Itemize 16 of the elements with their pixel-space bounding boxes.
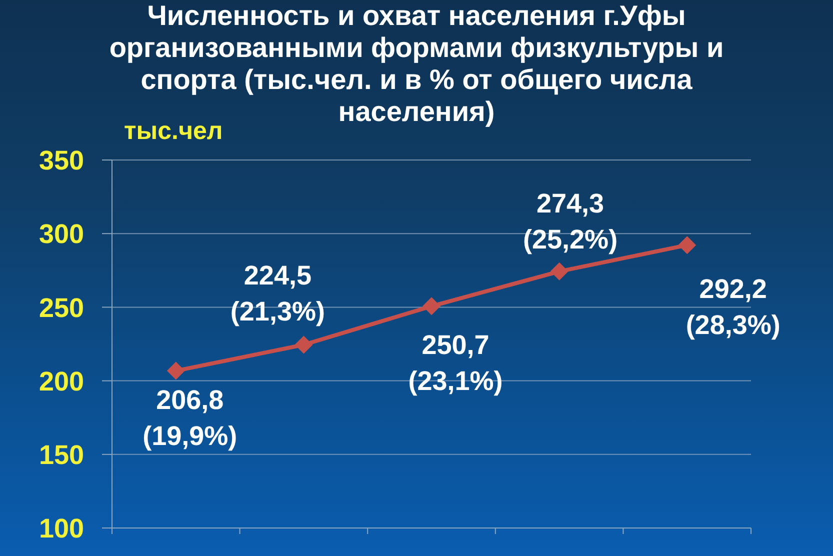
y-tick-label: 150 xyxy=(38,440,84,470)
point xyxy=(294,336,313,354)
point xyxy=(166,362,185,380)
data-label: 292,2 (28,3%) xyxy=(686,274,780,340)
y-tick-label: 300 xyxy=(38,219,84,250)
point xyxy=(550,262,568,280)
y-tick-label: 200 xyxy=(38,366,84,396)
y-tick-label: 350 xyxy=(38,146,84,176)
point xyxy=(678,236,696,254)
data-label: 250,7 (23,1%) xyxy=(408,330,503,396)
data-label: 274,3 (25,2%) xyxy=(523,188,618,254)
data-label: 206,8 (19,9%) xyxy=(142,384,238,451)
y-tick-label: 100 xyxy=(38,514,84,544)
point xyxy=(422,297,440,316)
y-tick-label: 250 xyxy=(38,292,84,323)
data-label: 224,5 (21,3%) xyxy=(230,260,325,327)
